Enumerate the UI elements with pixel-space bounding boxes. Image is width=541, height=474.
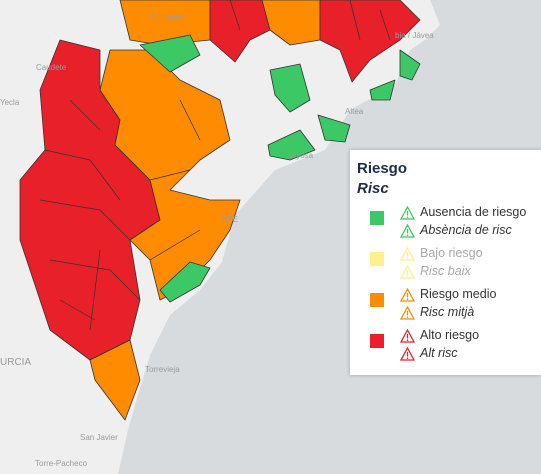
region-none xyxy=(269,63,311,113)
region-none xyxy=(399,49,421,81)
place-label: joyosa xyxy=(289,151,314,160)
legend-label: Absència de risc xyxy=(420,223,512,237)
warning-icon xyxy=(400,306,415,320)
legend-subtitle: Risc xyxy=(357,180,389,197)
warning-icon xyxy=(400,224,415,238)
legend-swatch xyxy=(370,293,384,307)
legend-swatch xyxy=(370,252,384,266)
region-none xyxy=(369,79,396,101)
place-label: Ontinyent xyxy=(150,13,185,22)
region-high xyxy=(319,0,421,83)
warning-icon xyxy=(400,288,415,302)
place-label: bia / Jávea xyxy=(395,31,434,40)
place-label: Torre-Pacheco xyxy=(35,459,88,468)
legend-label: Alto riesgo xyxy=(420,328,480,342)
region-medium xyxy=(261,0,321,46)
region-none xyxy=(139,34,201,73)
legend-item: Alto riesgo Alt risc xyxy=(370,328,540,368)
place-label: Torrevieja xyxy=(145,365,180,374)
warning-icon xyxy=(400,206,415,220)
legend-swatch xyxy=(370,211,384,225)
legend-label: Bajo riesgo xyxy=(420,246,483,260)
legend-label: Ausencia de riesgo xyxy=(420,205,527,219)
legend-label: Risc mitjà xyxy=(420,305,475,319)
warning-icon xyxy=(400,247,415,261)
region-medium xyxy=(89,339,141,421)
warning-icon xyxy=(400,329,415,343)
legend-label: Risc baix xyxy=(420,264,471,278)
place-label: NTE xyxy=(222,215,238,224)
region-none xyxy=(159,261,211,303)
legend-swatch xyxy=(370,334,384,348)
place-label: Yecla xyxy=(0,98,20,107)
region-none xyxy=(267,129,316,161)
place-label: Caudete xyxy=(36,63,67,72)
legend-item: Ausencia de riesgo Absència de risc xyxy=(370,205,540,245)
legend: Riesgo Risc Ausencia de riesgo Absència d… xyxy=(350,150,541,375)
region-none xyxy=(317,114,351,143)
legend-label: Alt risc xyxy=(420,346,458,360)
warning-icon xyxy=(400,347,415,361)
legend-item: Bajo riesgo Risc baix xyxy=(370,246,540,286)
legend-item: Riesgo medio Risc mitjà xyxy=(370,287,540,327)
place-label: San Javier xyxy=(80,433,118,442)
region-medium xyxy=(119,0,211,46)
warning-icon xyxy=(400,265,415,279)
place-label: URCIA xyxy=(0,357,31,368)
place-label: Altea xyxy=(345,107,364,116)
boundary xyxy=(39,0,391,331)
legend-label: Riesgo medio xyxy=(420,287,497,301)
legend-title: Riesgo xyxy=(357,160,408,177)
